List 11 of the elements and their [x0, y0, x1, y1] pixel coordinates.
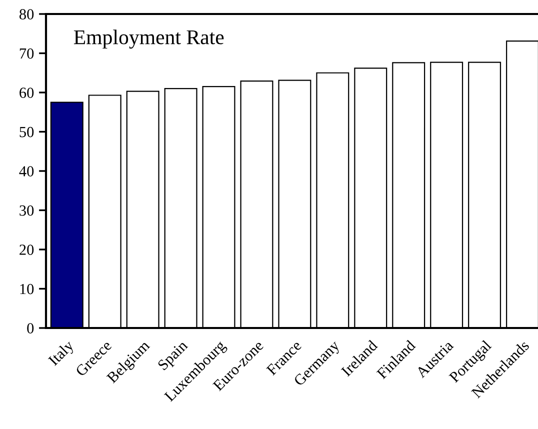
y-tick-label: 30 [20, 205, 34, 216]
y-tick-label: 40 [19, 166, 34, 176]
y-tick-label: 10 [20, 284, 34, 294]
y-tick-label: 20 [20, 244, 34, 255]
y-tick-label: 60 [20, 88, 34, 98]
y-tick-label: 0 [27, 323, 34, 334]
y-tick-label: 50 [20, 126, 34, 138]
y-tick-label: 80 [20, 9, 34, 20]
y-tick-label: 70 [20, 48, 34, 59]
text: Employment Rate [74, 30, 224, 49]
x-tick-label: Italy [47, 339, 77, 368]
